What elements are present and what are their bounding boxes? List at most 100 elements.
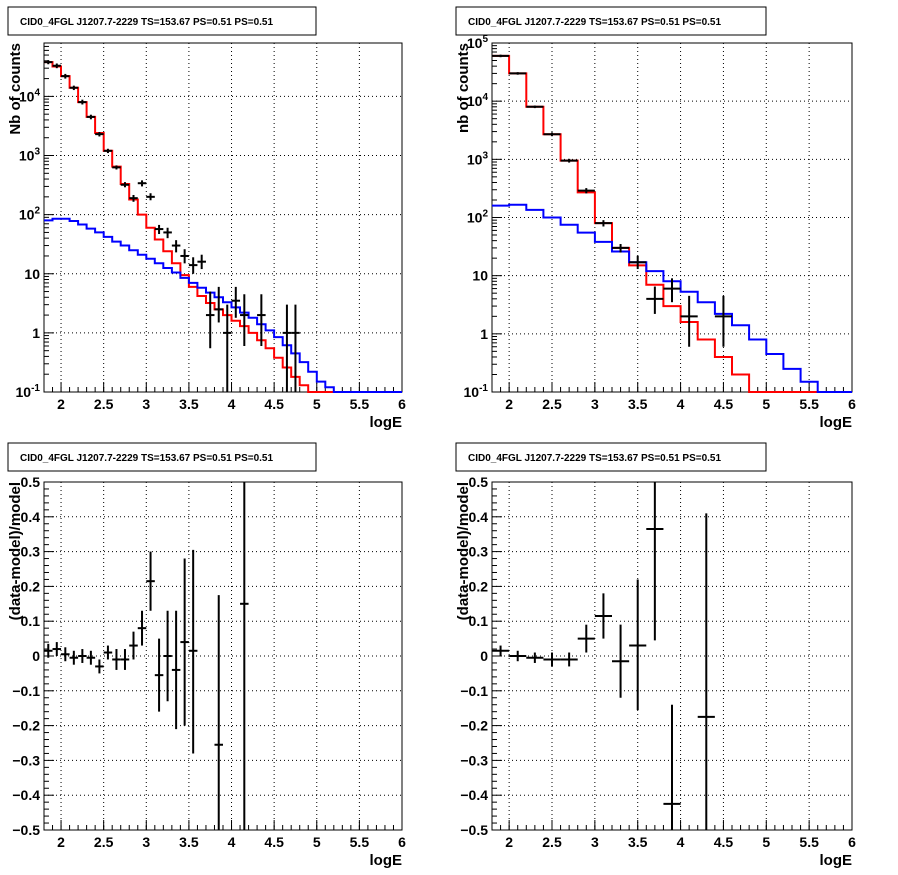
x-tick-label: 4.5 [264, 396, 284, 412]
x-tick-label: 4.5 [714, 834, 734, 850]
data-point [129, 194, 138, 202]
data-point [291, 304, 300, 392]
y-tick-label: −0.5 [460, 822, 488, 838]
data-point [146, 193, 155, 201]
y-tick-label: 10 [472, 268, 488, 284]
x-tick-label: 2.5 [94, 834, 114, 850]
data-point [509, 72, 527, 75]
x-tick-label: 6 [398, 396, 406, 412]
data-point [577, 188, 595, 194]
data-point [594, 220, 612, 227]
y-tick-label: 104 [467, 92, 489, 109]
data-point [44, 643, 53, 658]
y-tick-label: −0.4 [12, 787, 40, 803]
data-point [240, 294, 249, 346]
y-tick-label: −0.3 [460, 752, 488, 768]
y-tick-label: 1 [480, 326, 488, 342]
x-tick-label: 4.5 [714, 396, 734, 412]
y-tick-label: 102 [467, 209, 489, 226]
data-point [577, 624, 595, 653]
data-point [61, 73, 70, 79]
data-point [95, 659, 104, 674]
y-tick-label: 10 [24, 266, 40, 282]
data-point [680, 295, 698, 347]
data-point [120, 182, 130, 188]
y-tick-label: 105 [467, 34, 489, 51]
y-tick-label: 0.5 [469, 474, 489, 490]
data-point [163, 610, 172, 702]
data-point [257, 294, 266, 346]
x-axis-title: logE [820, 852, 853, 869]
y-tick-label: 0.4 [469, 509, 489, 525]
data-point [612, 624, 630, 698]
y-tick-label: 102 [19, 206, 41, 223]
data-point [52, 642, 62, 656]
x-tick-label: 2 [57, 834, 65, 850]
data-point [137, 180, 147, 187]
y-axis-title: (data-model)/model [7, 482, 24, 620]
x-tick-label: 3.5 [179, 396, 199, 412]
panel-3: CID0_4FGL J1207.7-2229 TS=153.67 PS=0.51… [7, 442, 406, 869]
plot-frame [43, 481, 403, 831]
y-tick-label: −0.1 [12, 683, 40, 699]
data-point [171, 240, 181, 253]
y-tick-label: −0.5 [12, 822, 40, 838]
data-point [223, 304, 232, 392]
y-tick-label: 0.1 [21, 613, 41, 629]
y-tick-label: 1 [32, 325, 40, 341]
x-tick-label: 2.5 [94, 396, 114, 412]
x-tick-label: 3 [591, 396, 599, 412]
data-point [188, 257, 198, 274]
title-box [455, 442, 767, 472]
chart-title: CID0_4FGL J1207.7-2229 TS=153.67 PS=0.51… [468, 17, 721, 28]
data-point [492, 645, 510, 656]
data-point [69, 650, 79, 665]
y-tick-label: 0 [32, 648, 40, 664]
x-tick-label: 5 [313, 834, 321, 850]
x-tick-label: 4.5 [264, 834, 284, 850]
data-point [714, 295, 732, 347]
chart-title: CID0_4FGL J1207.7-2229 TS=153.67 PS=0.51… [468, 453, 721, 464]
data-point [560, 652, 578, 667]
x-tick-label: 3 [142, 396, 150, 412]
data-point [137, 610, 147, 646]
y-axis-title: (data-model)/model [455, 482, 472, 620]
y-tick-label: 104 [19, 87, 41, 104]
model-total-step-line [44, 61, 402, 393]
x-tick-label: 2 [505, 834, 513, 850]
x-tick-label: 5 [313, 396, 321, 412]
x-tick-label: 4 [228, 834, 236, 850]
data-point [103, 148, 113, 154]
data-point [52, 63, 62, 69]
model-total-step-line [492, 54, 852, 393]
data-point [146, 551, 155, 611]
data-point [205, 291, 215, 349]
x-axis-title: logE [370, 852, 403, 869]
data-point [112, 649, 121, 670]
data-point [86, 650, 96, 665]
model-component-step-line [492, 203, 852, 393]
data-point [154, 638, 164, 712]
y-tick-label: 0.5 [21, 474, 41, 490]
y-axis-title: Nb of counts [7, 43, 24, 135]
x-tick-label: 5 [762, 396, 770, 412]
plot-frame [43, 42, 403, 393]
y-tick-label: 103 [19, 147, 41, 164]
data-point [44, 60, 53, 65]
x-axis-title: logE [820, 414, 853, 431]
y-tick-label: 0.3 [21, 544, 41, 560]
data-point [697, 513, 715, 830]
data-point [61, 647, 70, 662]
data-point [188, 549, 198, 754]
data-point [543, 132, 561, 137]
x-tick-label: 5 [762, 834, 770, 850]
x-tick-label: 5.5 [799, 396, 819, 412]
data-point [612, 244, 630, 253]
x-tick-label: 3 [591, 834, 599, 850]
x-tick-label: 6 [398, 834, 406, 850]
data-point [646, 482, 664, 641]
data-point [629, 255, 647, 270]
y-tick-label: 10-1 [16, 383, 41, 400]
data-point [214, 595, 223, 830]
y-tick-label: 0.2 [469, 578, 489, 594]
